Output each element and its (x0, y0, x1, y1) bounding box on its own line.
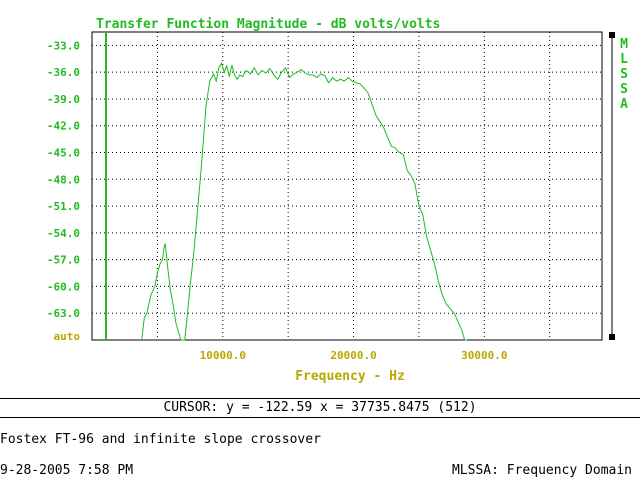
x-tick-label: 20000.0 (330, 349, 376, 362)
cursor-readout: CURSOR: y = -122.59 x = 37735.8475 (512) (163, 400, 477, 415)
magnitude-series-line (141, 61, 468, 341)
y-tick-label: -51.0 (47, 200, 80, 213)
y-tick-label: -39.0 (47, 93, 80, 106)
mode-label: MLSSA: Frequency Domain (451, 463, 632, 478)
plot-frame (91, 31, 603, 341)
scroll-marker-top[interactable] (609, 32, 615, 38)
x-tick-labels: 10000.0 20000.0 30000.0 (200, 349, 508, 362)
divider-top (0, 398, 640, 399)
chart-title: Transfer Function Magnitude - dB volts/v… (96, 17, 440, 32)
measurement-caption: Fostex FT-96 and infinite slope crossove… (0, 432, 321, 447)
y-tick-labels: -33.0 -36.0 -39.0 -42.0 -45.0 -48.0 -51.0 -54.0… (47, 39, 80, 320)
y-tick-label: -33.0 (47, 39, 80, 52)
x-tick-label: 10000.0 (200, 349, 246, 362)
y-tick-label: -63.0 (47, 307, 80, 320)
y-tick-label: -48.0 (47, 173, 80, 186)
y-tick-label-auto: auto (54, 330, 81, 343)
y-tick-label: -42.0 (47, 120, 80, 133)
y-tick-label: -57.0 (47, 254, 80, 267)
y-tick-label: -36.0 (47, 66, 80, 79)
transfer-function-chart: Transfer Function Magnitude - dB volts/v… (47, 17, 628, 384)
x-tick-label: 30000.0 (461, 349, 507, 362)
y-tick-label: -45.0 (47, 147, 80, 160)
y-tick-label: -60.0 (47, 280, 80, 293)
x-axis-label: Frequency - Hz (295, 369, 405, 384)
scroll-marker-bottom[interactable] (609, 334, 615, 340)
divider-bottom (0, 417, 640, 418)
y-tick-label: -54.0 (47, 227, 80, 240)
timestamp: 9-28-2005 7:58 PM (0, 463, 134, 478)
chart-grid (92, 32, 602, 340)
